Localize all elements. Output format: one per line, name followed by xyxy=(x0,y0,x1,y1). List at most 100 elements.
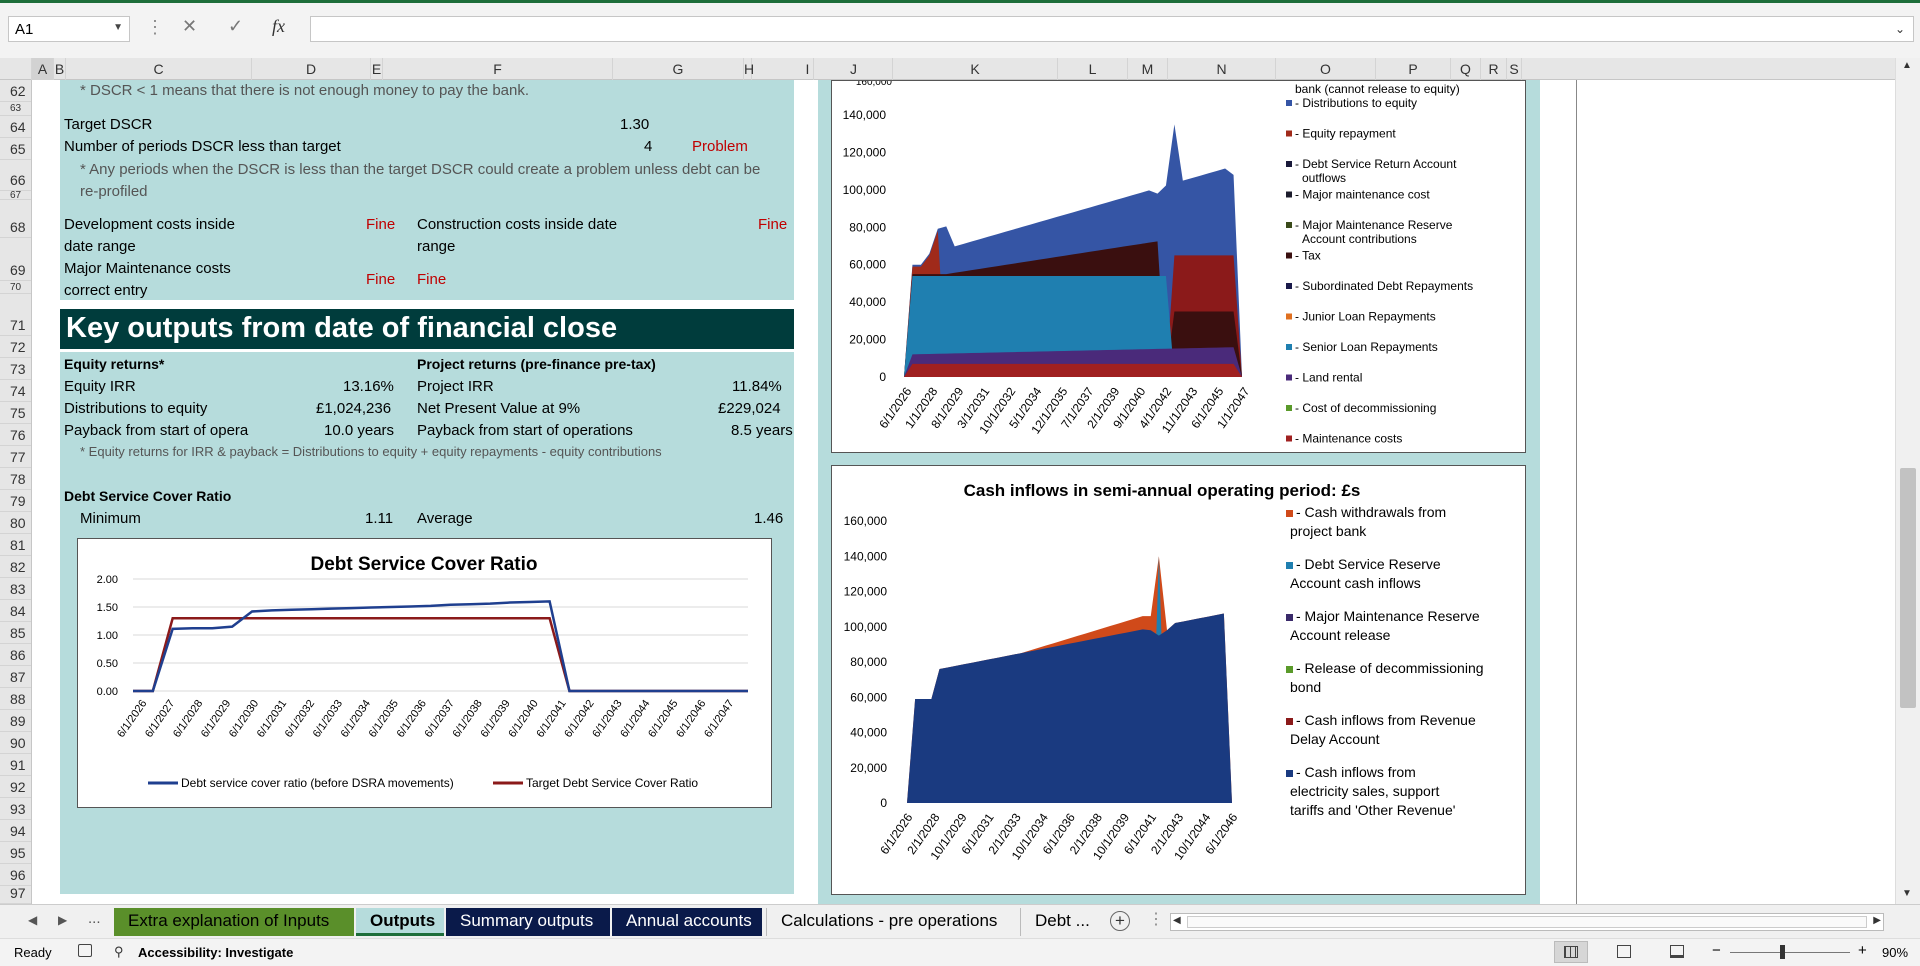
tab-prev-icon[interactable]: ◀ xyxy=(28,913,38,927)
vertical-scrollbar[interactable]: ▲ ▼ xyxy=(1895,58,1920,904)
min-value[interactable]: 1.11 xyxy=(365,510,394,527)
accessibility-icon[interactable]: ⚲ xyxy=(114,944,124,959)
chevron-down-icon[interactable]: ⌄ xyxy=(1894,22,1905,36)
tab-next-icon[interactable]: ▶ xyxy=(58,913,68,927)
row-header-83[interactable]: 83 xyxy=(0,578,31,600)
name-box[interactable]: A1 ▼ xyxy=(8,16,130,42)
dscr-chart[interactable]: Debt Service Cover Ratio 2.00 1.50 1.00 0.5… xyxy=(77,538,772,808)
col-header-D[interactable]: D xyxy=(252,58,371,80)
chevron-down-icon[interactable]: ▼ xyxy=(113,22,123,33)
row-header-72[interactable]: 72 xyxy=(0,336,31,358)
zoom-out-icon[interactable]: − xyxy=(1712,942,1721,959)
hscroll-thumb[interactable] xyxy=(1187,916,1867,928)
row-header-97[interactable]: 97 xyxy=(0,886,31,904)
col-header-B[interactable]: B xyxy=(54,58,66,80)
row-header-79[interactable]: 79 xyxy=(0,490,31,512)
horizontal-scrollbar[interactable]: ◀ ▶ xyxy=(1170,913,1884,931)
row-header-81[interactable]: 81 xyxy=(0,534,31,556)
row-header-66[interactable]: 66 xyxy=(0,161,31,191)
col-header-F[interactable]: F xyxy=(383,58,613,80)
row-header-69[interactable]: 69 xyxy=(0,238,31,281)
row-header-64[interactable]: 64 xyxy=(0,116,31,138)
sheet-tab-2[interactable]: Outputs xyxy=(356,908,444,936)
inflow-chart[interactable]: Cash inflows in semi-annual operating pe… xyxy=(831,465,1526,895)
row-header-93[interactable]: 93 xyxy=(0,798,31,820)
sheet-tab-3[interactable]: Summary outputs xyxy=(446,908,610,936)
row-header-95[interactable]: 95 xyxy=(0,842,31,864)
avg-value[interactable]: 1.46 xyxy=(754,510,784,527)
row-header-68[interactable]: 68 xyxy=(0,200,31,238)
row-header-82[interactable]: 82 xyxy=(0,556,31,578)
row-header-62[interactable]: 62 xyxy=(0,82,31,102)
col-header-O[interactable]: O xyxy=(1276,58,1376,80)
row-header-73[interactable]: 73 xyxy=(0,358,31,380)
outflow-chart[interactable]: 160,000 140,000 120,000 100,000 80,000 60,000… xyxy=(831,80,1526,453)
col-header-A[interactable]: A xyxy=(32,58,54,80)
payback-value[interactable]: 10.0 years xyxy=(324,422,395,439)
more-options-icon[interactable]: ⋮ xyxy=(146,17,164,37)
equity-irr-value[interactable]: 13.16% xyxy=(343,378,394,395)
scroll-up-icon[interactable]: ▲ xyxy=(1902,60,1912,71)
row-header-89[interactable]: 89 xyxy=(0,710,31,732)
sheet-tab-1[interactable]: Extra explanation of Inputs xyxy=(114,908,354,936)
col-header-H[interactable]: H xyxy=(744,58,754,80)
row-header-90[interactable]: 90 xyxy=(0,732,31,754)
col-header-L[interactable]: L xyxy=(1058,58,1128,80)
row-header-96[interactable]: 96 xyxy=(0,864,31,886)
col-header-E[interactable]: E xyxy=(371,58,383,80)
row-header-65[interactable]: 65 xyxy=(0,138,31,160)
worksheet-grid[interactable]: * DSCR < 1 means that there is not enoug… xyxy=(32,80,1895,904)
zoom-slider[interactable] xyxy=(1730,952,1850,953)
row-header-84[interactable]: 84 xyxy=(0,600,31,622)
payback-ops-value[interactable]: 8.5 years xyxy=(731,422,793,439)
col-header-S[interactable]: S xyxy=(1507,58,1522,80)
row-header-86[interactable]: 86 xyxy=(0,644,31,666)
zoom-level[interactable]: 90% xyxy=(1882,945,1909,960)
scroll-thumb[interactable] xyxy=(1900,468,1916,708)
col-header-K[interactable]: K xyxy=(893,58,1058,80)
row-header-78[interactable]: 78 xyxy=(0,468,31,490)
page-layout-view-icon[interactable] xyxy=(1617,945,1631,958)
row-header-71[interactable]: 71 xyxy=(0,294,31,336)
scroll-down-icon[interactable]: ▼ xyxy=(1902,888,1912,899)
hscroll-left-icon[interactable]: ◀ xyxy=(1173,915,1181,926)
normal-view-icon[interactable] xyxy=(1554,941,1588,963)
col-header-I[interactable]: I xyxy=(802,58,814,80)
accessibility-status[interactable]: Accessibility: Investigate xyxy=(138,945,294,960)
row-header-80[interactable]: 80 xyxy=(0,512,31,534)
hscroll-right-icon[interactable]: ▶ xyxy=(1873,915,1881,926)
add-sheet-icon[interactable]: + xyxy=(1110,911,1130,931)
tab-more-left[interactable]: ... xyxy=(88,910,101,927)
row-header-76[interactable]: 76 xyxy=(0,424,31,446)
cancel-icon[interactable]: ✕ xyxy=(182,16,198,36)
col-header-G[interactable]: G xyxy=(613,58,744,80)
sheet-tab-4[interactable]: Annual accounts xyxy=(612,908,762,936)
tab-options-icon[interactable]: ⋮ xyxy=(1148,911,1164,928)
distributions-value[interactable]: £1,024,236 xyxy=(316,400,392,417)
col-header-R[interactable]: R xyxy=(1481,58,1507,80)
macro-record-icon[interactable] xyxy=(78,944,92,957)
row-header-85[interactable]: 85 xyxy=(0,622,31,644)
page-break-view-icon[interactable] xyxy=(1670,945,1684,958)
insert-function-icon[interactable]: fx xyxy=(272,16,285,36)
sheet-tab-6[interactable]: Debt ... xyxy=(1020,908,1104,936)
npv-value[interactable]: £229,024 xyxy=(718,400,781,417)
row-header-75[interactable]: 75 xyxy=(0,402,31,424)
row-header-67[interactable]: 67 xyxy=(0,191,31,201)
row-header-87[interactable]: 87 xyxy=(0,666,31,688)
row-header-74[interactable]: 74 xyxy=(0,380,31,402)
col-header-M[interactable]: M xyxy=(1128,58,1168,80)
project-irr-value[interactable]: 11.84% xyxy=(732,378,782,395)
zoom-in-icon[interactable]: + xyxy=(1858,942,1867,959)
target-dscr-value[interactable]: 1.30 xyxy=(620,116,650,133)
sheet-tab-5[interactable]: Calculations - pre operations xyxy=(766,908,1016,936)
row-header-70[interactable]: 70 xyxy=(0,281,31,294)
select-all-corner[interactable] xyxy=(0,58,32,80)
row-header-63[interactable]: 63 xyxy=(0,102,31,116)
periods-value[interactable]: 4 xyxy=(644,138,653,155)
row-header-91[interactable]: 91 xyxy=(0,754,31,776)
zoom-slider-thumb[interactable] xyxy=(1780,945,1785,959)
row-header-77[interactable]: 77 xyxy=(0,446,31,468)
formula-input[interactable]: ⌄ xyxy=(310,16,1914,42)
enter-icon[interactable]: ✓ xyxy=(228,16,244,36)
